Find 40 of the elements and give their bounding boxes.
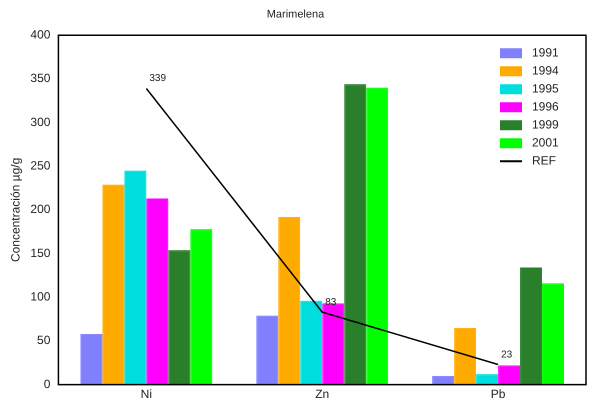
y-tick-label: 150	[30, 246, 51, 260]
x-tick-label: Zn	[315, 387, 330, 402]
y-tick-label: 400	[30, 28, 51, 42]
bar	[278, 216, 300, 385]
bar	[344, 84, 366, 385]
bar	[454, 328, 476, 385]
y-tick-label: 100	[30, 290, 51, 304]
x-tick-label: Pb	[490, 387, 506, 402]
y-tick-label: 250	[30, 158, 51, 173]
bar	[190, 229, 212, 385]
legend-label: 1994	[532, 64, 560, 78]
legend-label: 1996	[532, 100, 560, 114]
bar	[542, 283, 564, 385]
bar	[124, 170, 146, 385]
y-axis-title: Concentración µg/g	[8, 158, 23, 262]
bar	[80, 334, 102, 385]
bar	[476, 374, 498, 385]
y-tick-label: 0	[44, 376, 51, 391]
y-tick-label: 300	[30, 114, 51, 129]
bar	[146, 198, 168, 385]
data-label: 339	[149, 73, 166, 84]
bar	[432, 376, 454, 385]
bar	[520, 268, 542, 385]
legend-label: 1991	[532, 46, 560, 60]
y-tick-label: 50	[37, 333, 51, 348]
bar	[256, 316, 278, 385]
chart-title: Marimelena	[266, 8, 326, 21]
legend-label: 1995	[532, 82, 560, 96]
legend-label: REF	[532, 154, 556, 168]
legend-label: 2001	[532, 136, 560, 150]
data-label: 23	[501, 349, 513, 360]
y-tick-label: 200	[30, 202, 51, 216]
legend-label: 1999	[532, 118, 560, 132]
y-tick-label: 350	[30, 71, 51, 86]
bar	[102, 184, 124, 385]
x-tick-label: Ni	[140, 387, 152, 402]
bar	[168, 250, 190, 385]
bar	[300, 300, 322, 385]
bar	[366, 88, 388, 385]
bar	[498, 365, 520, 385]
